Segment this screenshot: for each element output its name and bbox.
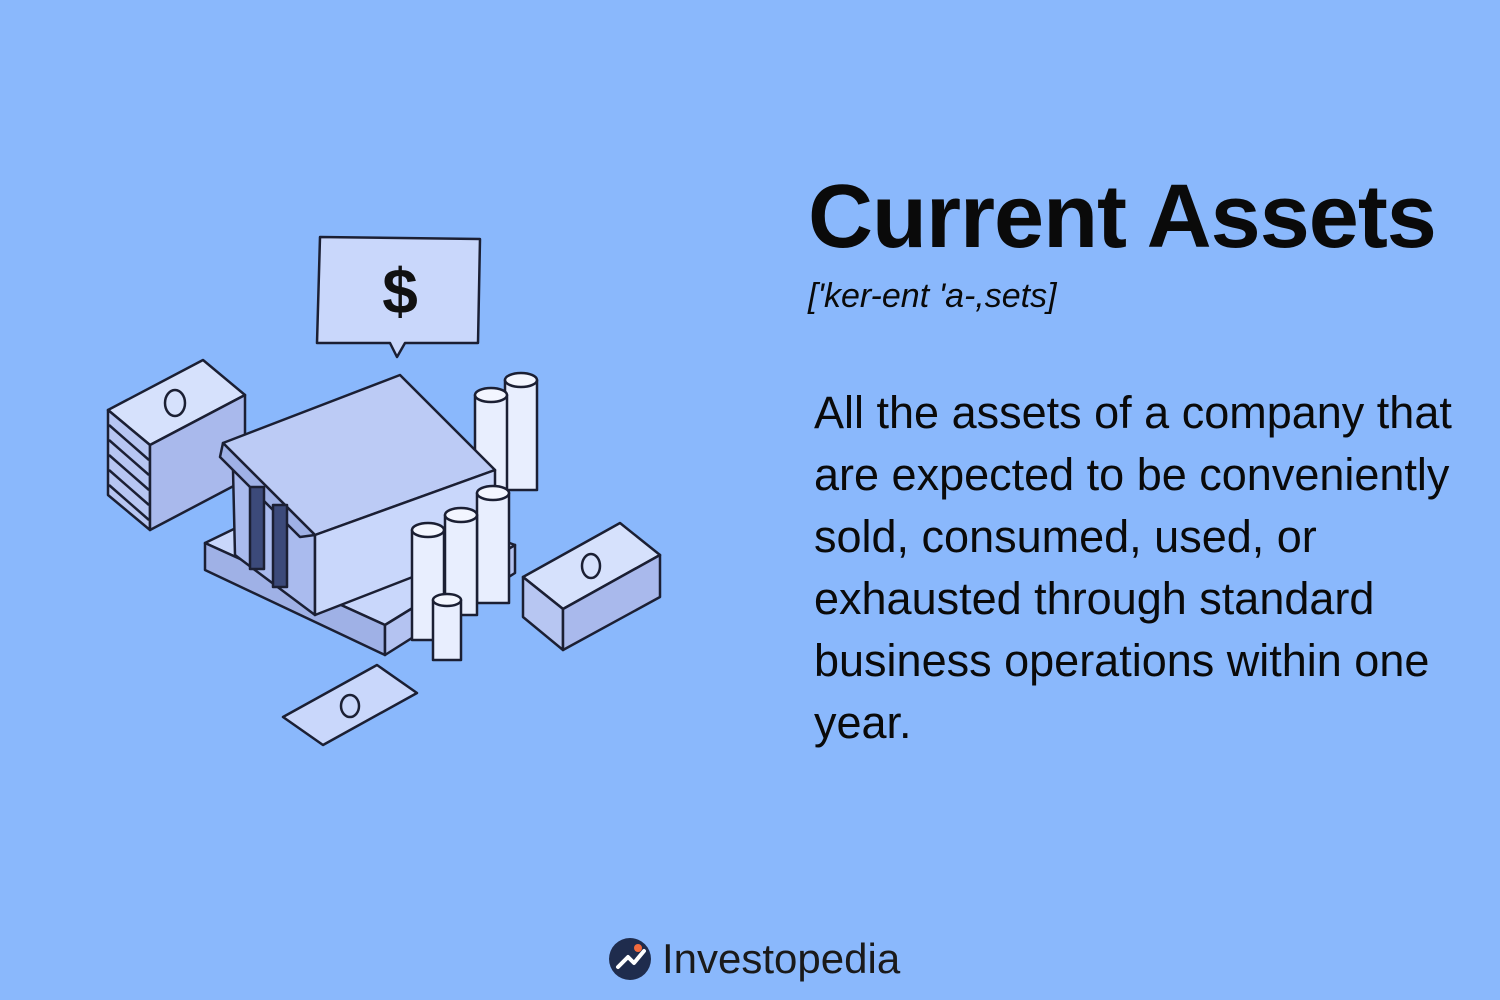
brand-logo[interactable]: Investopedia xyxy=(608,930,900,988)
dollar-bill-icon xyxy=(281,663,419,747)
investopedia-logo-icon xyxy=(609,938,651,980)
term-title: Current Assets xyxy=(808,167,1437,267)
bank-money-illustration: $ xyxy=(106,235,662,747)
dollar-symbol: $ xyxy=(382,255,418,327)
coin-stack-icon xyxy=(410,484,511,662)
term-header: Current Assets ['ker-ent 'a-,sets] xyxy=(808,170,1468,316)
cash-stack-icon xyxy=(521,521,662,652)
cash-stack-icon xyxy=(106,358,247,532)
term-definition: All the assets of a company that are exp… xyxy=(814,387,1452,748)
brand-name: Investopedia xyxy=(662,935,901,982)
coin-stack-icon xyxy=(473,371,539,497)
term-pronunciation: ['ker-ent 'a-,sets] xyxy=(808,276,1057,315)
bank-building-icon xyxy=(218,373,497,617)
dollar-sign-bubble-icon: $ xyxy=(315,235,482,359)
